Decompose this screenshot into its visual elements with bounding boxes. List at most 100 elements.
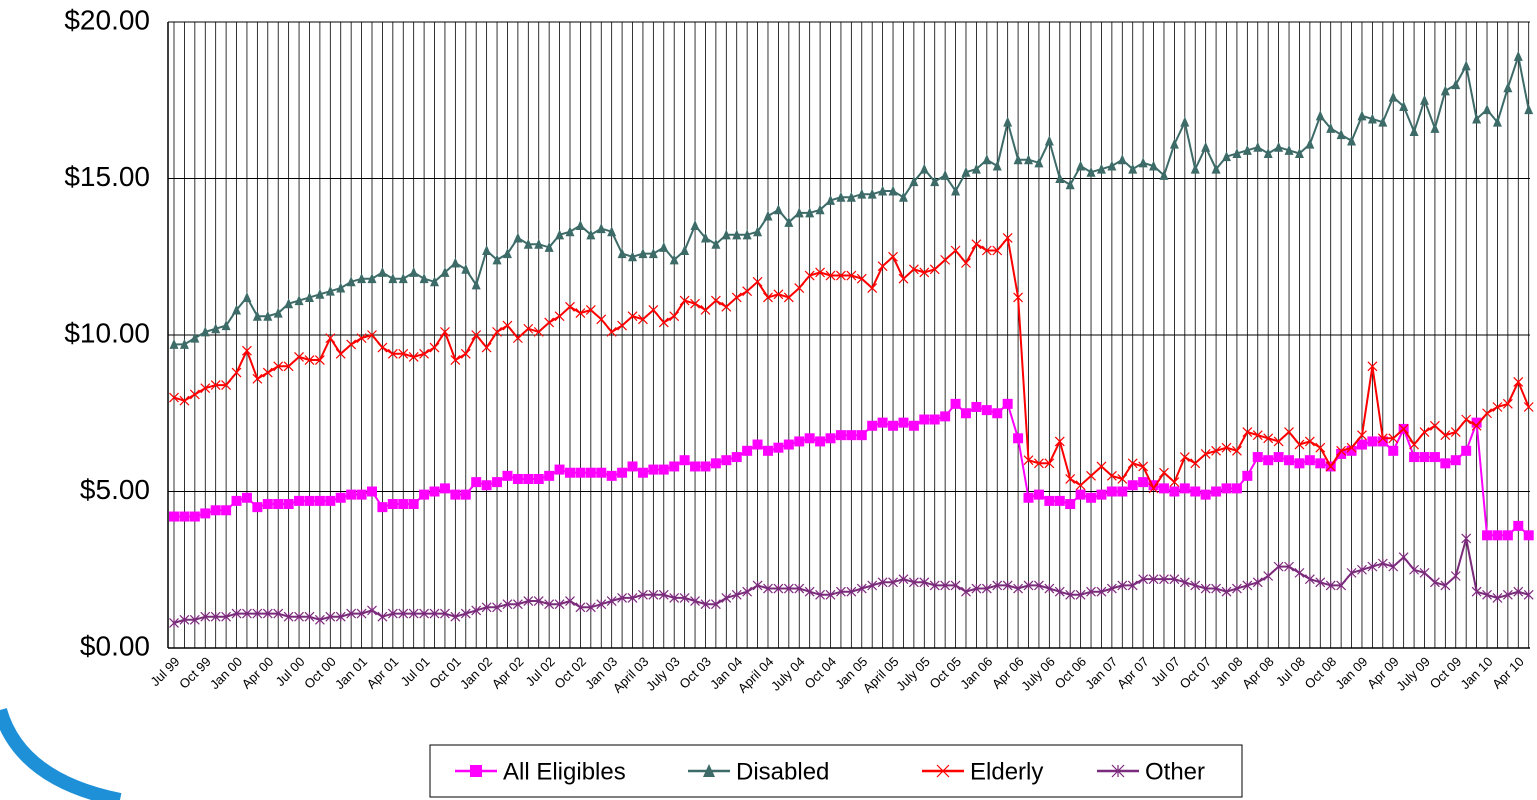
marker-asterisk: [877, 577, 888, 588]
marker-asterisk: [1169, 574, 1180, 585]
marker-asterisk: [408, 608, 419, 619]
marker-triangle: [1357, 110, 1367, 121]
marker-x: [1179, 452, 1190, 462]
marker-asterisk: [690, 596, 700, 606]
marker-triangle: [1305, 138, 1315, 149]
marker-asterisk: [1138, 574, 1149, 585]
marker-square: [481, 480, 492, 491]
x-tick-label: July 09: [1393, 654, 1433, 694]
marker-x: [1190, 458, 1201, 469]
marker-triangle: [1128, 163, 1138, 174]
marker-asterisk: [992, 580, 1003, 591]
marker-triangle: [826, 194, 836, 205]
marker-asterisk: [367, 605, 377, 616]
marker-triangle: [1503, 82, 1513, 93]
marker-triangle: [200, 326, 210, 337]
marker-square: [189, 511, 200, 522]
marker-x: [1127, 458, 1138, 469]
x-tick-label: Jul 01: [398, 654, 433, 689]
marker-asterisk: [710, 599, 721, 610]
marker-triangle: [846, 191, 856, 202]
marker-x: [492, 326, 502, 337]
marker-asterisk: [304, 611, 315, 622]
marker-triangle: [315, 288, 325, 299]
marker-square: [564, 467, 575, 478]
marker-square: [825, 433, 836, 444]
marker-square: [429, 486, 440, 497]
marker-square: [627, 461, 638, 472]
x-tick-label: Jul 07: [1148, 654, 1183, 689]
marker-x: [1065, 474, 1076, 484]
marker-square: [1482, 530, 1493, 541]
marker-asterisk: [387, 608, 398, 619]
marker-square: [200, 508, 211, 519]
marker-triangle: [763, 210, 773, 221]
marker-x: [429, 342, 440, 353]
marker-square: [804, 433, 815, 444]
marker-asterisk: [200, 611, 211, 622]
marker-triangle: [638, 248, 648, 259]
marker-square: [596, 467, 607, 478]
marker-asterisk: [669, 592, 680, 603]
marker-asterisk: [242, 608, 252, 619]
marker-square: [1158, 483, 1169, 494]
marker-triangle: [836, 191, 846, 202]
marker-square: [1221, 483, 1232, 494]
marker-square: [346, 489, 357, 500]
marker-asterisk: [1482, 589, 1492, 600]
marker-triangle: [1451, 79, 1461, 90]
marker-square: [314, 495, 325, 506]
marker-asterisk: [1471, 586, 1482, 597]
marker-asterisk: [1273, 561, 1284, 572]
marker-triangle: [190, 332, 200, 343]
marker-square: [1242, 470, 1253, 481]
marker-x: [1273, 436, 1284, 447]
marker-x: [1304, 436, 1315, 447]
marker-square: [1127, 480, 1138, 491]
marker-asterisk: [638, 589, 648, 600]
marker-x: [888, 251, 898, 262]
marker-x: [387, 348, 398, 359]
legend-item: Elderly: [922, 758, 1043, 785]
marker-asterisk: [1304, 574, 1315, 585]
marker-asterisk: [1242, 580, 1253, 591]
marker-x: [627, 311, 638, 322]
marker-square: [731, 452, 742, 463]
marker-x: [398, 348, 409, 359]
marker-square: [262, 499, 273, 510]
marker-triangle: [1253, 141, 1263, 152]
marker-triangle: [1211, 163, 1221, 174]
marker-triangle: [471, 279, 481, 290]
marker-x: [523, 323, 534, 334]
marker-x: [721, 301, 732, 312]
marker-triangle: [440, 266, 450, 277]
marker-triangle: [1263, 147, 1273, 158]
marker-x: [189, 389, 200, 400]
marker-triangle: [680, 244, 690, 255]
marker-square: [898, 417, 909, 428]
marker-x: [1002, 233, 1013, 243]
marker-triangle: [284, 298, 294, 309]
marker-triangle: [336, 282, 346, 293]
marker-triangle: [1399, 101, 1409, 112]
marker-asterisk: [888, 577, 898, 588]
decoration-arc: [0, 707, 122, 800]
marker-triangle: [419, 273, 429, 284]
marker-asterisk: [1263, 571, 1274, 581]
y-tick-label: $10.00: [64, 317, 150, 348]
marker-x: [617, 320, 628, 331]
x-tick-label: Apr 01: [364, 654, 402, 692]
marker-asterisk: [1023, 580, 1034, 591]
marker-triangle: [909, 176, 919, 187]
marker-square: [992, 408, 1003, 419]
marker-asterisk: [617, 592, 628, 603]
marker-asterisk: [210, 611, 221, 622]
marker-asterisk: [1440, 580, 1451, 591]
marker-x: [1523, 402, 1534, 412]
marker-triangle: [773, 204, 783, 215]
x-tick-label: Jul 99: [147, 654, 182, 689]
marker-asterisk: [836, 586, 846, 597]
marker-asterisk: [961, 586, 971, 597]
marker-asterisk: [471, 605, 482, 616]
